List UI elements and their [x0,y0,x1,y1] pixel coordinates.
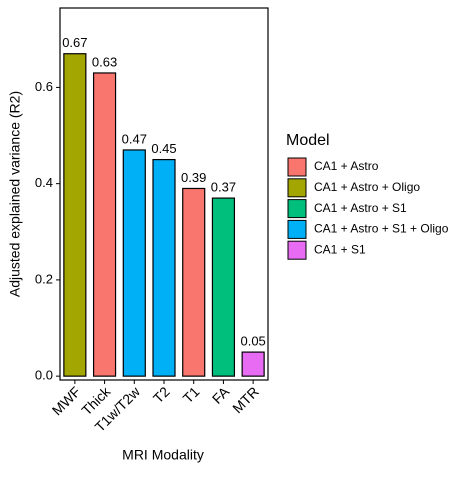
x-tick-label: T2 [150,383,173,406]
y-axis-title: Adjusted explained variance (R2) [7,91,23,297]
x-tick-label: MTR [229,383,262,416]
y-tick-label: 0.4 [35,175,53,190]
legend-label: CA1 + Astro + S1 + Oligo [314,222,449,236]
legend-label: CA1 + S1 [314,242,366,256]
x-tick-label: FA [209,383,233,407]
legend-label: CA1 + Astro + S1 [314,201,407,215]
value-label: 0.45 [151,141,176,156]
bar [211,197,236,377]
legend-swatch [287,240,307,260]
value-label: 0.63 [92,54,117,69]
bar [92,72,117,377]
legend-title: Model [286,132,330,149]
bar [182,187,206,377]
value-label: 0.05 [240,334,265,349]
bar [122,149,146,377]
bar [152,158,176,377]
y-tick-label: 0.6 [35,79,53,94]
legend-label: CA1 + Astro [314,159,379,173]
value-label: 0.37 [211,180,236,195]
bar [63,53,87,377]
legend-swatch [287,199,307,219]
y-tick-label: 0.2 [35,271,53,286]
x-axis-title: MRI Modality [122,447,204,463]
bar [241,351,265,377]
value-label: 0.47 [122,131,147,146]
x-tick-label: T1 [180,383,203,406]
value-label: 0.39 [181,170,206,185]
legend-swatch [287,157,307,177]
legend-swatch [287,178,307,198]
plot-border [59,7,269,381]
value-label: 0.67 [62,35,87,50]
legend-label: CA1 + Astro + Oligo [314,180,420,194]
x-tick-label: MWF [49,383,84,418]
y-tick-label: 0.0 [35,368,53,383]
legend-swatch [287,219,307,239]
